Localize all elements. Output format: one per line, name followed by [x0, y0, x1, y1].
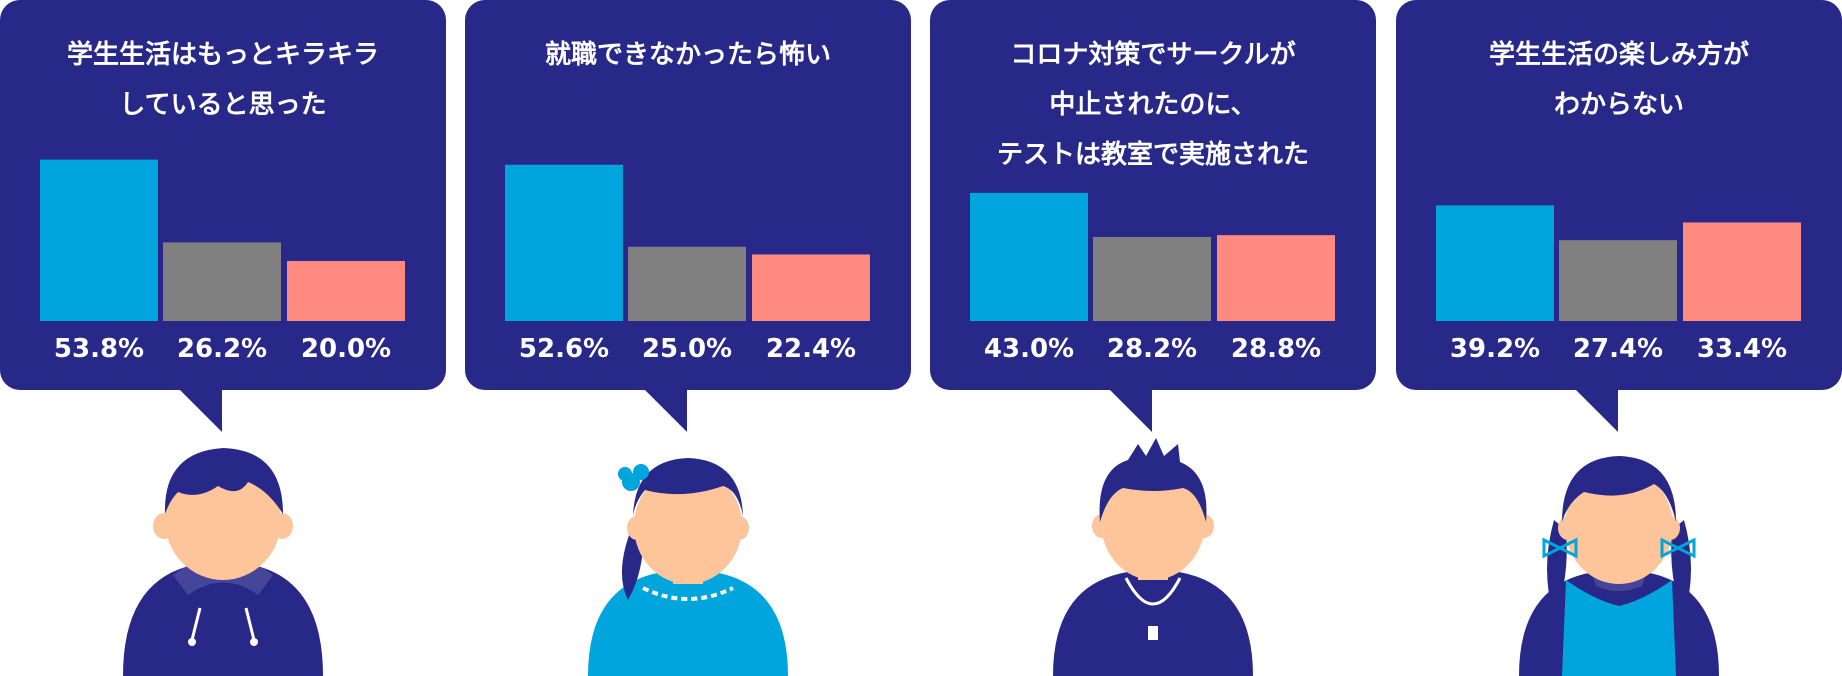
chart-panel-1: 学生生活はもっとキラキラ していると思った 53.8% 26.2% 20.0%: [0, 0, 446, 676]
chart-panel-4: 学生生活の楽しみ方が わからない 39.2% 27.4% 33.4%: [1396, 0, 1842, 676]
speech-bubble-tail: [1574, 388, 1618, 432]
chart-title: 学生生活の楽しみ方が わからない: [1396, 30, 1842, 130]
bar-3: [1683, 222, 1801, 321]
chart-title-line: 学生生活の楽しみ方が: [1488, 40, 1749, 70]
bar-2: [1559, 240, 1677, 321]
bar-value-label: 26.2%: [177, 334, 267, 364]
bar-value-label: 33.4%: [1697, 334, 1787, 364]
bar-value-label: 52.6%: [519, 334, 609, 364]
bar-value-label: 53.8%: [54, 334, 144, 364]
chart-title-line: 学生生活はもっとキラキラ: [66, 40, 379, 70]
boy-hoodie-illustration: [123, 448, 323, 676]
bar-2: [628, 246, 746, 321]
speech-bubble-tail: [178, 388, 222, 432]
chart-title: コロナ対策でサークルが 中止されたのに、 テストは教室で実施された: [930, 30, 1376, 180]
bar-2: [1093, 236, 1211, 321]
bar-value-label: 39.2%: [1450, 334, 1540, 364]
girl-bun-illustration: [588, 458, 788, 676]
speech-bubble-tail: [643, 388, 687, 432]
chart-title-line: コロナ対策でサークルが: [1010, 40, 1296, 70]
bar-3: [287, 261, 405, 321]
chart-title: 就職できなかったら怖い: [465, 30, 911, 80]
bar-chart: 43.0% 28.2% 28.8%: [970, 192, 1335, 364]
bar-value-label: 27.4%: [1573, 334, 1663, 364]
bar-3: [1217, 235, 1335, 321]
bar-1: [505, 164, 623, 321]
chart-panel-2: 就職できなかったら怖い 52.6% 25.0% 22.4%: [465, 0, 911, 676]
bar-1: [40, 159, 158, 321]
speech-bubble: [1396, 0, 1842, 390]
bar-value-label: 28.8%: [1231, 334, 1321, 364]
chart-title-line: 就職できなかったら怖い: [544, 40, 831, 70]
boy-necklace-illustration: [1053, 438, 1253, 676]
chart-panel-3: コロナ対策でサークルが 中止されたのに、 テストは教室で実施された 43.0% 2…: [930, 0, 1376, 676]
bar-chart: 39.2% 27.4% 33.4%: [1436, 205, 1801, 364]
girl-pigtails-illustration: [1519, 456, 1719, 676]
bar-value-label: 20.0%: [301, 334, 391, 364]
chart-title-line: テストは教室で実施された: [996, 140, 1309, 170]
bar-2: [163, 242, 281, 321]
chart-title-line: 中止されたのに、: [1049, 90, 1257, 120]
bar-chart: 52.6% 25.0% 22.4%: [505, 164, 870, 364]
chart-title-line: わからない: [1553, 90, 1684, 120]
bar-value-label: 25.0%: [642, 334, 732, 364]
bar-value-label: 43.0%: [984, 334, 1074, 364]
bar-1: [970, 192, 1088, 321]
bar-chart: 53.8% 26.2% 20.0%: [40, 159, 405, 364]
bar-3: [752, 254, 870, 321]
speech-bubble-tail: [1108, 388, 1152, 432]
bar-value-label: 28.2%: [1107, 334, 1197, 364]
chart-title-line: していると思った: [119, 90, 327, 120]
bar-value-label: 22.4%: [766, 334, 856, 364]
bar-1: [1436, 205, 1554, 321]
chart-title: 学生生活はもっとキラキラ していると思った: [0, 30, 446, 130]
